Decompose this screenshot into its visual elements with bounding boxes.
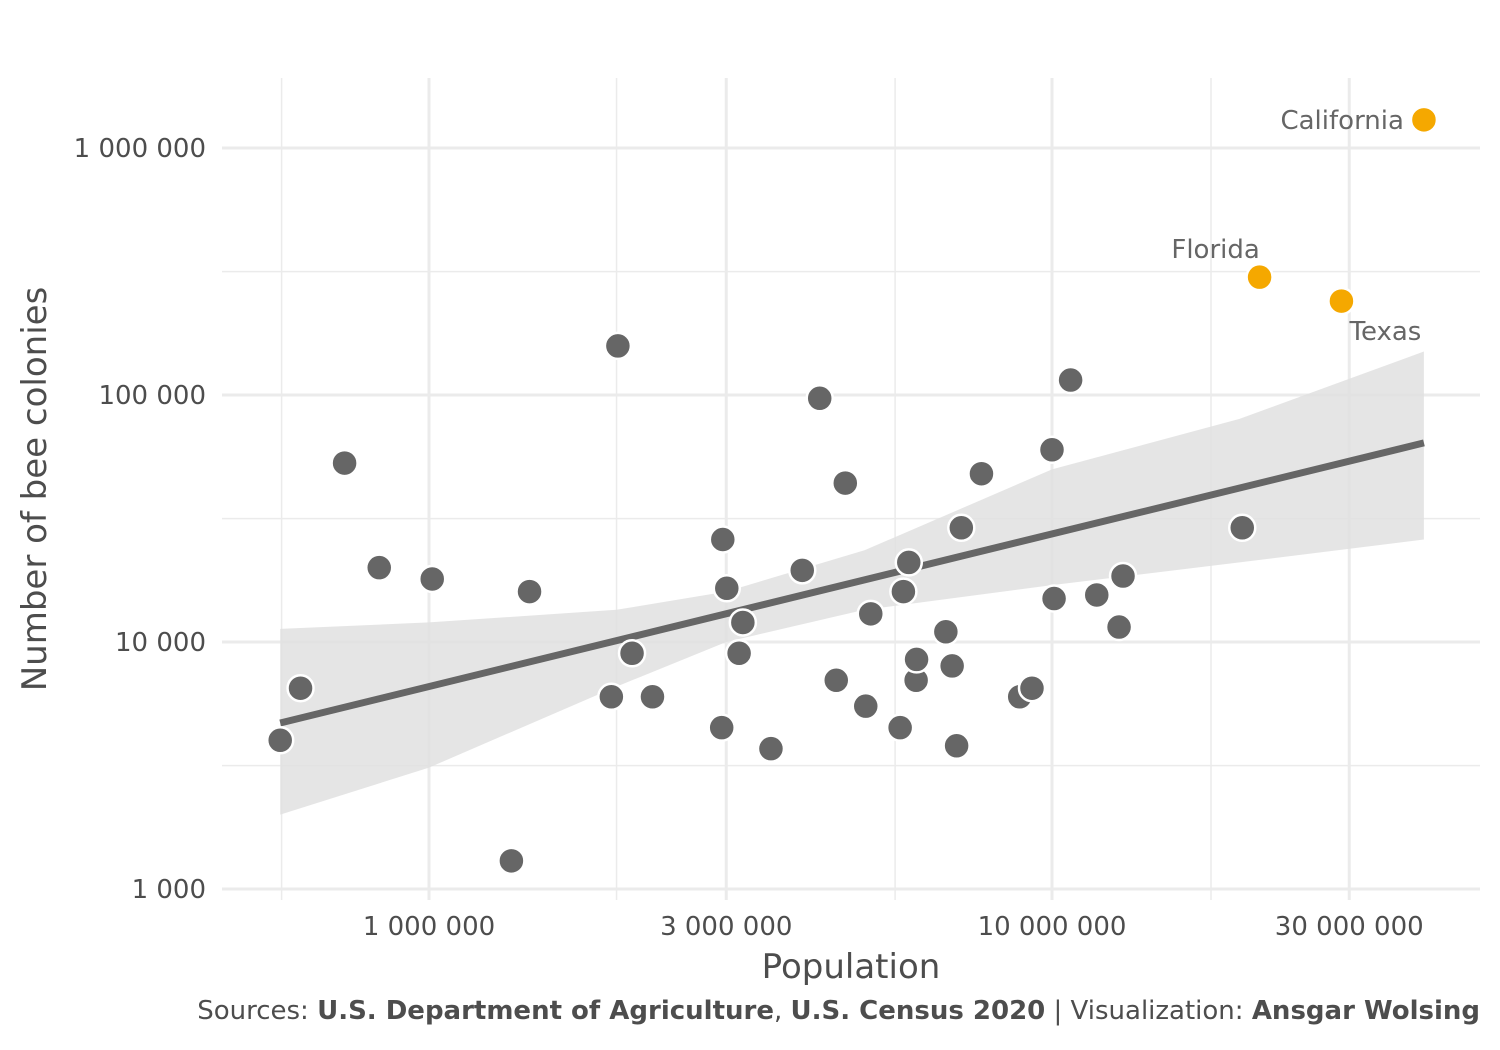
data-point [947,513,976,543]
data-point [942,731,971,761]
point-label-california: California [1280,106,1403,136]
data-point [1082,580,1112,610]
data-point [1108,561,1138,591]
highlighted-point-texas [1327,286,1356,316]
x-tick-label: 1 000 000 [363,912,495,942]
trend-line-layer [279,439,1425,727]
x-tick-label: 30 000 000 [1275,912,1424,942]
data-point [497,846,526,876]
data-point [788,556,817,585]
data-point [708,525,738,554]
data-point [265,726,295,755]
caption-separator-1: , [773,996,791,1026]
data-point [515,577,544,606]
x-axis-title: Population [762,947,941,987]
data-point [417,564,447,594]
data-point [728,608,758,637]
data-point [638,682,667,712]
caption-author: Ansgar Wolsing [1251,996,1480,1026]
data-point [885,713,915,742]
data-point [831,468,860,498]
y-tick-label: 1 000 [132,875,206,905]
highlighted-point-florida [1245,262,1274,292]
data-point [603,331,633,361]
scatter-chart: Florida Texas California 1 000 000 3 000 00… [15,78,1480,987]
data-point [902,645,931,674]
data-point [707,713,736,742]
y-tick-label: 100 000 [98,381,206,411]
y-tick-label: 1 000 000 [74,134,206,164]
caption-separator-2: | Visualization: [1045,996,1252,1026]
y-tick-label: 10 000 [115,628,206,658]
y-axis-title: Number of bee colonies [15,287,55,692]
data-point [889,577,918,606]
data-point [1227,513,1257,543]
data-point [931,617,961,647]
data-point [330,448,359,478]
data-point [937,651,967,681]
annotation-layer: Florida Texas California [1171,106,1421,347]
trend-line [279,439,1425,727]
data-point [856,599,886,629]
data-point [1017,673,1047,703]
x-tick-label: 10 000 000 [978,912,1127,942]
data-point [756,734,786,763]
data-point [712,574,742,603]
data-point [805,384,834,413]
caption: Sources: U.S. Department of Agriculture,… [197,996,1480,1026]
axis-labels-layer: 1 000 000 3 000 000 10 000 000 30 000 000 1 … [15,134,1424,987]
data-point [597,682,626,712]
data-point [364,553,394,582]
data-point [822,666,851,695]
data-point [617,639,647,668]
caption-source-usda: U.S. Department of Agriculture [317,996,774,1026]
point-label-texas: Texas [1348,317,1421,347]
point-label-florida: Florida [1171,235,1259,265]
caption-source-census: U.S. Census 2020 [790,996,1046,1026]
data-point [1104,612,1134,642]
grid-layer [222,78,1480,900]
caption-prefix: Sources: [197,996,318,1026]
data-points-layer [265,105,1439,876]
data-point [851,691,881,721]
data-point [286,673,315,703]
data-point [967,459,996,488]
data-point [1037,435,1067,465]
data-point [1056,365,1085,395]
data-point [894,548,924,577]
x-tick-label: 3 000 000 [660,912,792,942]
highlighted-point-california [1409,105,1439,135]
data-point [724,639,754,668]
data-point [1039,584,1069,613]
